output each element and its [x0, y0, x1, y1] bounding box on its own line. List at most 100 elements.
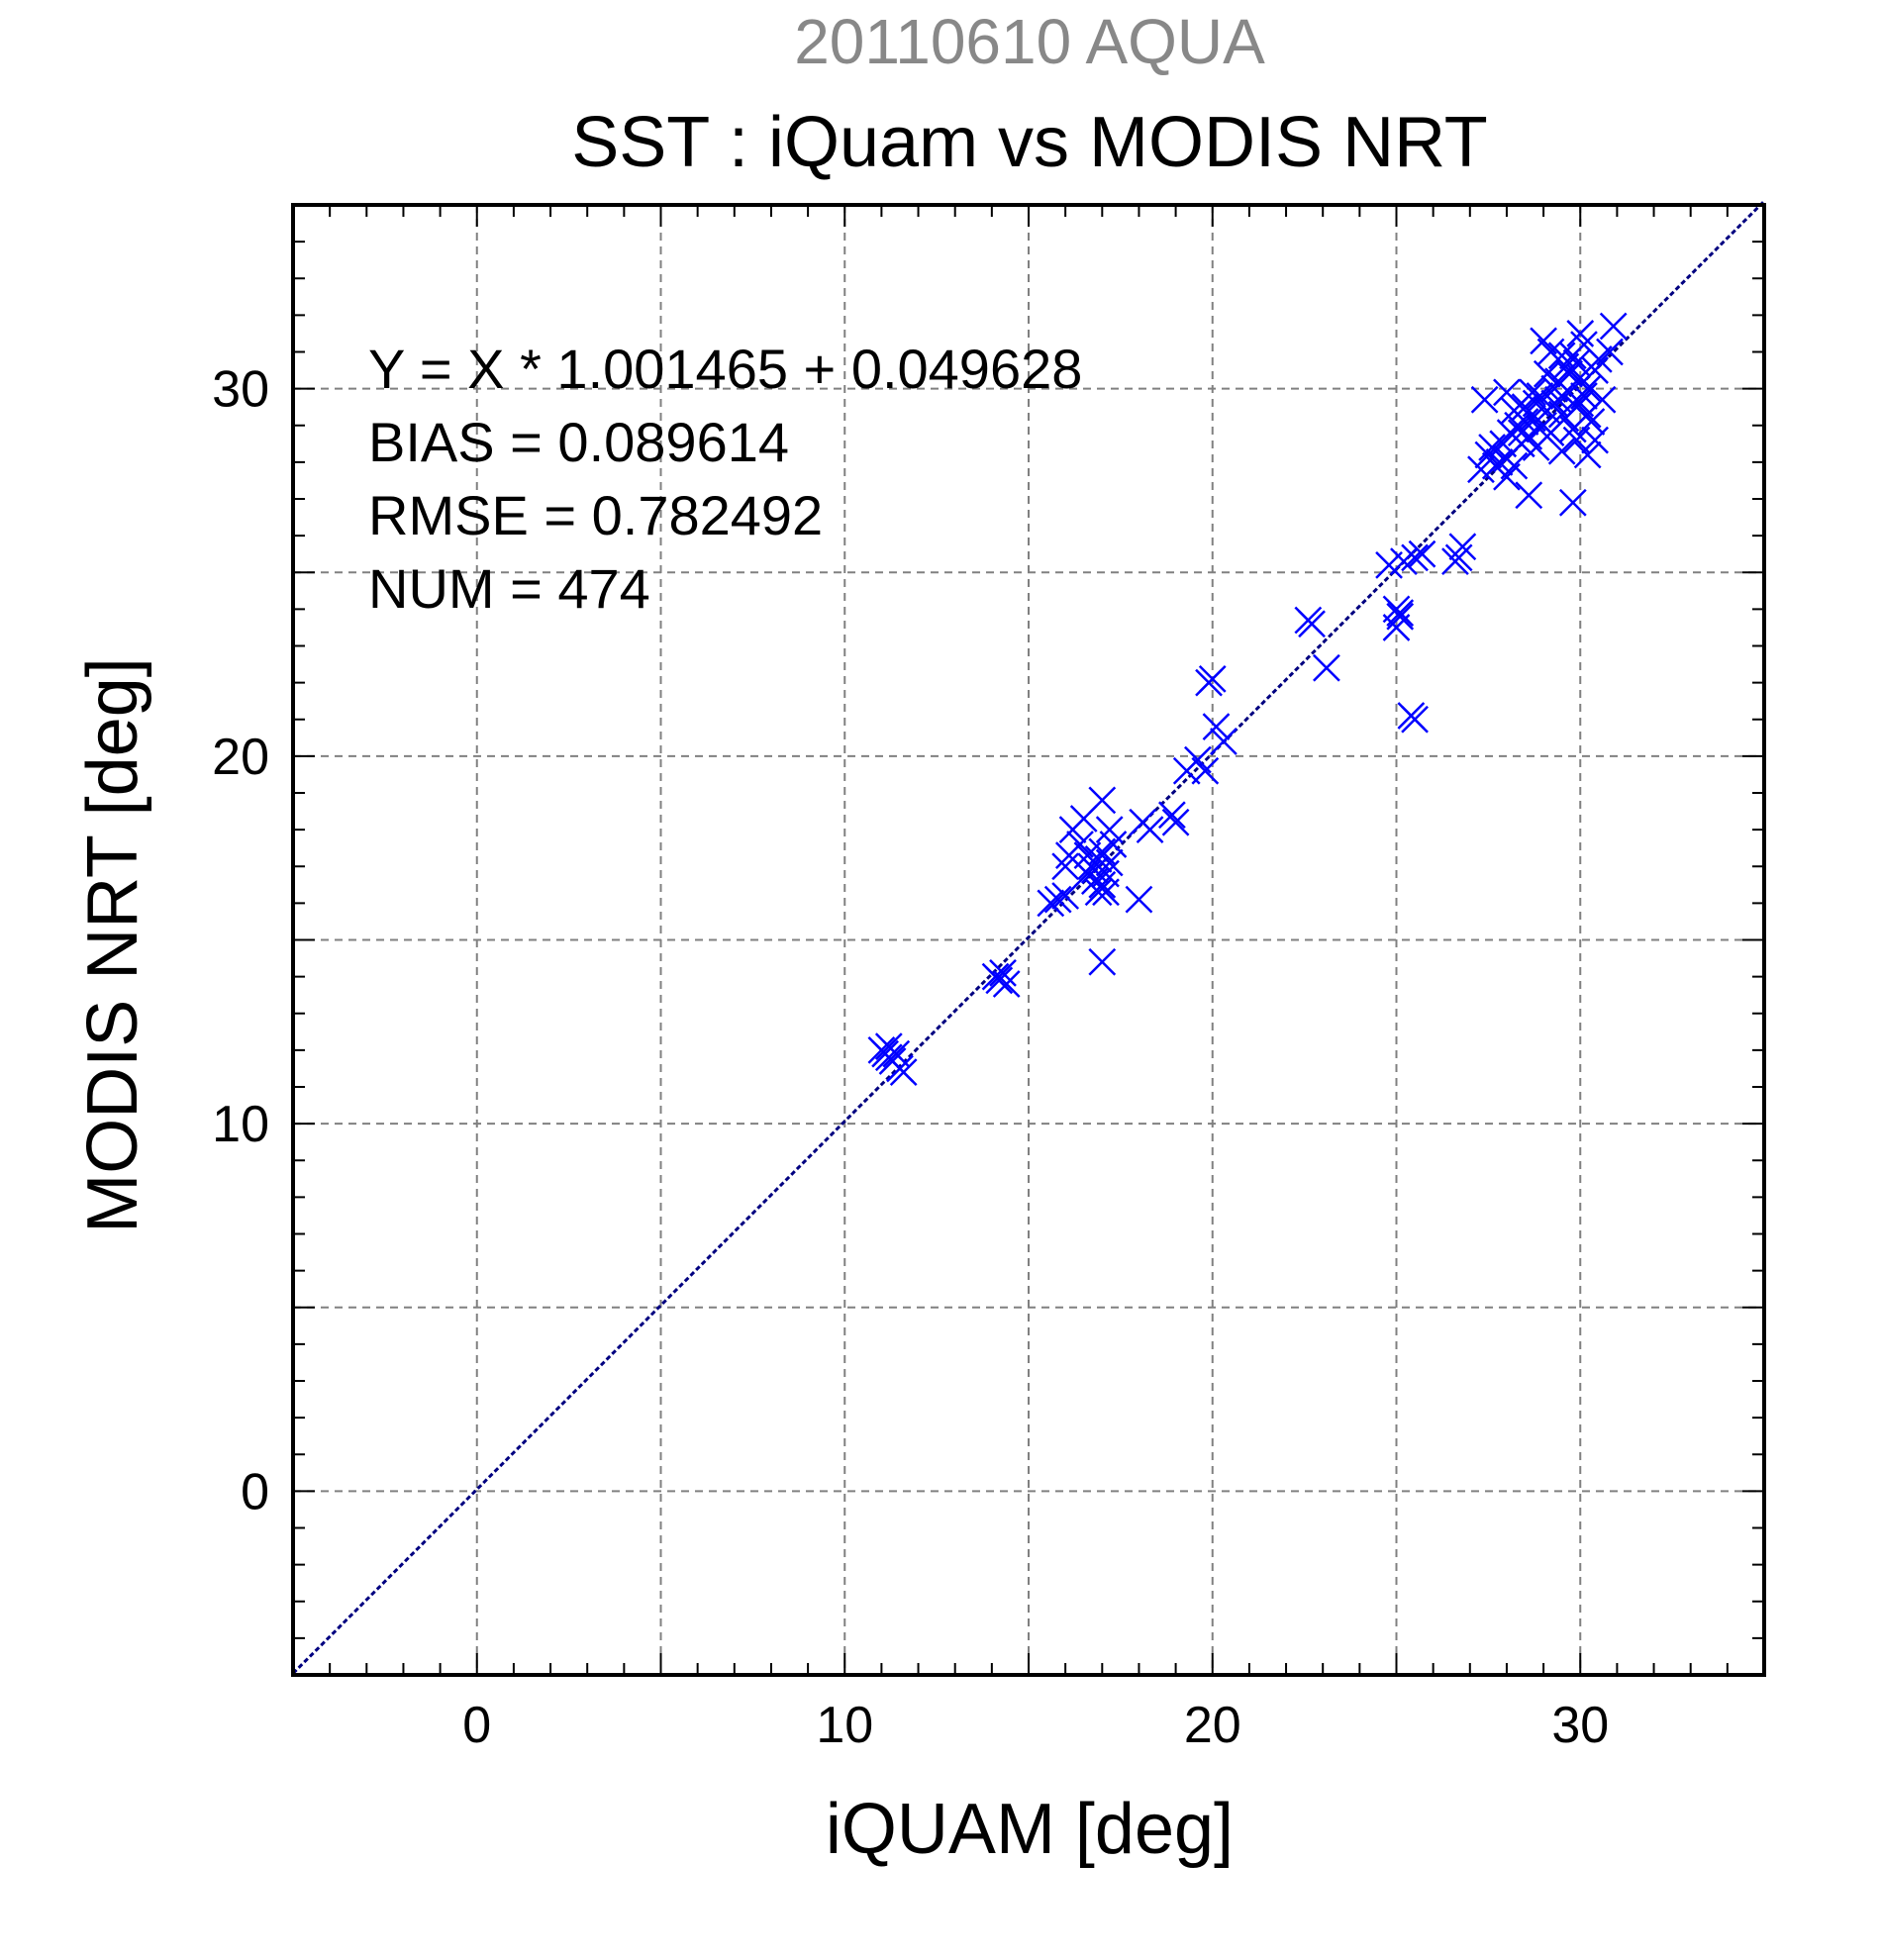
data-point: [1470, 385, 1499, 414]
data-point: [1158, 801, 1186, 830]
data-point-stroke: [1401, 543, 1429, 572]
data-point: [1099, 831, 1128, 858]
data-point-stroke: [1051, 852, 1080, 881]
data-point: [1547, 342, 1576, 370]
data-point: [1581, 426, 1609, 454]
data-point-stroke: [1478, 434, 1506, 461]
data-point-stroke: [1511, 408, 1539, 436]
data-points: [867, 312, 1628, 1087]
data-point-stroke: [1066, 831, 1094, 858]
data-point: [1478, 434, 1506, 461]
data-point: [1037, 889, 1065, 918]
data-point: [1125, 885, 1153, 914]
data-point: [1313, 653, 1340, 682]
annotation-rmse: RMSE = 0.782492: [368, 484, 823, 546]
data-point: [1401, 705, 1429, 734]
data-point-stroke: [1408, 539, 1436, 568]
data-point: [1522, 389, 1550, 418]
data-point: [1577, 408, 1606, 436]
data-point-stroke: [1095, 816, 1124, 844]
data-point-stroke: [1037, 889, 1065, 918]
data-point: [1570, 382, 1598, 410]
data-point-stroke: [1088, 870, 1117, 899]
data-point-stroke: [1515, 481, 1543, 510]
data-point: [1519, 378, 1546, 407]
data-point: [1581, 356, 1609, 384]
data-point-stroke: [985, 966, 1014, 995]
data-point-stroke: [1043, 885, 1072, 914]
data-point-stroke: [1519, 378, 1546, 407]
data-point-stroke: [1099, 831, 1128, 858]
data-point-stroke: [1533, 359, 1561, 388]
data-point: [1401, 543, 1429, 572]
data-point: [1566, 320, 1595, 347]
data-point-stroke: [1558, 488, 1587, 517]
x-tick-label: 10: [816, 1697, 873, 1754]
data-point-stroke: [1577, 408, 1606, 436]
data-point: [1558, 488, 1587, 517]
y-tick-label: 10: [212, 1096, 269, 1153]
data-point-stroke: [1444, 543, 1473, 572]
data-point-stroke: [1547, 437, 1576, 465]
data-point-stroke: [1470, 385, 1499, 414]
data-point-stroke: [1184, 745, 1212, 774]
annotation-count: NUM = 474: [368, 557, 650, 620]
data-point-stroke: [1191, 756, 1220, 785]
data-point-stroke: [992, 970, 1021, 998]
data-point: [1198, 665, 1227, 693]
data-point: [1493, 378, 1521, 407]
grid-lines: [293, 205, 1764, 1675]
data-point: [1088, 870, 1117, 899]
data-point: [1043, 885, 1072, 914]
data-point-stroke: [989, 959, 1017, 987]
data-point-stroke: [1161, 808, 1190, 836]
data-point-stroke: [1448, 533, 1477, 561]
data-point-stroke: [1095, 848, 1124, 877]
data-point: [1547, 437, 1576, 465]
data-point-stroke: [1570, 331, 1598, 358]
chart-subtitle: 20110610 AQUA: [794, 6, 1265, 77]
annotation-fit-equation: Y = X * 1.001465 + 0.049628: [368, 338, 1082, 400]
data-point-stroke: [1198, 665, 1227, 693]
data-point: [1080, 856, 1109, 884]
data-point-stroke: [1202, 713, 1231, 741]
data-point: [1088, 947, 1117, 976]
data-point: [1051, 882, 1080, 910]
data-point: [1444, 543, 1473, 572]
data-point-stroke: [1522, 389, 1550, 418]
data-point-stroke: [1088, 786, 1117, 815]
x-tick-label: 30: [1551, 1697, 1609, 1754]
data-point-stroke: [1386, 602, 1415, 631]
data-point: [1599, 312, 1628, 341]
data-point: [992, 970, 1021, 998]
data-point: [989, 959, 1017, 987]
data-point-stroke: [1500, 451, 1529, 480]
data-point-stroke: [1562, 348, 1591, 377]
data-point: [1386, 602, 1415, 631]
data-point: [1511, 408, 1539, 436]
data-point: [1507, 419, 1535, 447]
data-point-stroke: [1547, 342, 1576, 370]
data-point-stroke: [1526, 415, 1554, 443]
data-point-stroke: [1573, 441, 1602, 469]
data-point: [1558, 415, 1587, 443]
y-tick-label: 20: [212, 729, 269, 786]
data-point: [1386, 599, 1415, 627]
data-point: [1596, 338, 1624, 366]
data-point: [1298, 610, 1326, 638]
data-point: [1390, 547, 1418, 575]
data-point: [985, 966, 1014, 995]
data-point-stroke: [1088, 947, 1117, 976]
data-point: [1526, 415, 1554, 443]
data-point-stroke: [1158, 801, 1186, 830]
data-point-stroke: [1485, 447, 1514, 476]
data-point: [1095, 848, 1124, 877]
data-point: [1408, 539, 1436, 568]
data-point-stroke: [1386, 599, 1415, 627]
data-point-stroke: [1599, 312, 1628, 341]
data-point-stroke: [1092, 878, 1120, 907]
data-point-stroke: [1581, 426, 1609, 454]
data-point-stroke: [1536, 338, 1565, 366]
data-point-stroke: [874, 1043, 903, 1072]
